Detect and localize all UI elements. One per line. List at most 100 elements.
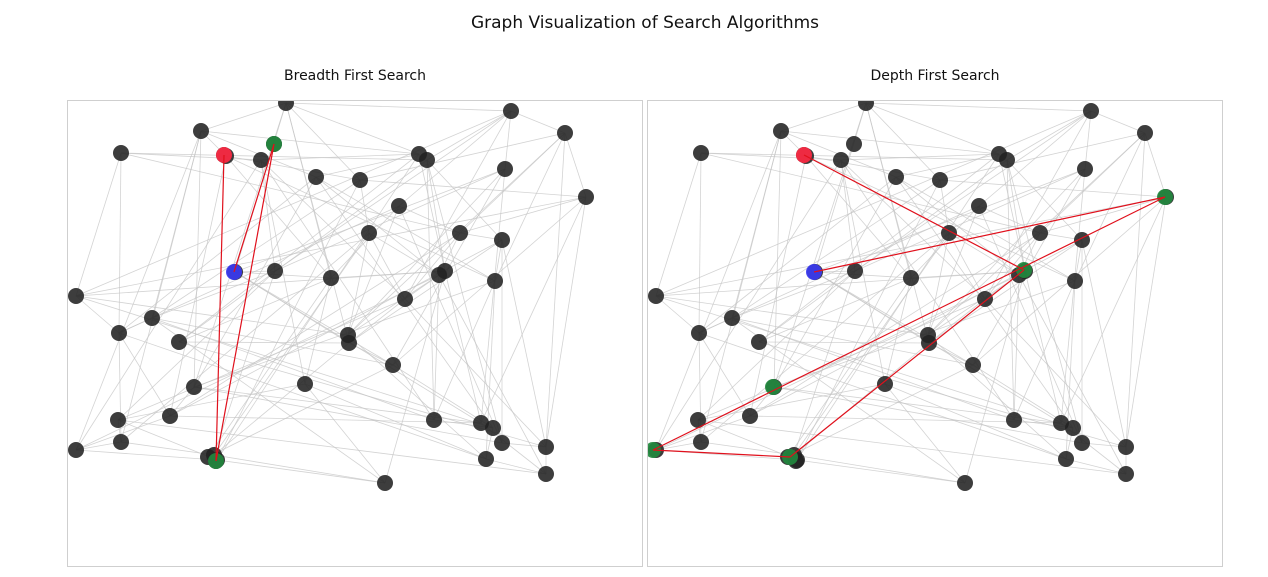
bfs-edge: [359, 132, 566, 181]
bfs-edge: [347, 232, 370, 336]
dfs-edge: [939, 179, 1167, 198]
bfs-edge: [120, 152, 461, 234]
dfs-edge: [964, 270, 1026, 484]
dfs-node: [691, 325, 707, 341]
bfs-graph-panel: [67, 100, 643, 567]
bfs-node: [377, 475, 393, 491]
dfs-edge: [655, 270, 1026, 297]
dfs-edge: [978, 205, 1083, 444]
dfs-edge: [698, 332, 1067, 460]
bfs-node: [497, 161, 513, 177]
bfs-edge: [216, 459, 386, 484]
bfs-edge: [117, 270, 276, 421]
dfs-node: [1058, 451, 1074, 467]
bfs-edge: [545, 132, 566, 448]
bfs-node: [341, 335, 357, 351]
dfs-edge: [865, 102, 1000, 155]
dfs-node: [1067, 273, 1083, 289]
bfs-edge: [418, 153, 446, 272]
bfs-edge: [75, 449, 218, 461]
dfs-edge: [939, 179, 950, 234]
bfs-edge: [285, 102, 512, 112]
bfs-edge: [75, 295, 349, 336]
bfs-edge: [359, 179, 370, 234]
bfs-node: [113, 145, 129, 161]
dfs-node: [921, 335, 937, 351]
dfs-edge: [814, 168, 1086, 273]
dfs-edge: [840, 153, 1000, 161]
bfs-edge: [151, 317, 394, 366]
dfs-edge: [700, 152, 1041, 234]
bfs-node: [171, 334, 187, 350]
dfs-node: [1083, 103, 1099, 119]
dfs-node: [977, 291, 993, 307]
bfs-edge: [459, 196, 587, 234]
bfs-node: [111, 325, 127, 341]
dfs-edge: [758, 153, 1000, 343]
dfs-edge: [655, 274, 1020, 451]
bfs-edge: [504, 110, 512, 170]
bfs-edge: [75, 152, 122, 297]
dfs-node: [903, 270, 919, 286]
bfs-node: [278, 101, 294, 111]
bfs-panel-title: Breadth First Search: [284, 68, 426, 84]
bfs-edge: [426, 159, 446, 272]
dfs-edge: [700, 441, 795, 456]
bfs-node: [538, 439, 554, 455]
dfs-edge: [884, 383, 1067, 460]
dfs-edge: [758, 341, 930, 344]
dfs-edge: [1006, 110, 1092, 161]
bfs-node: [557, 125, 573, 141]
dfs-edge: [865, 102, 941, 181]
bfs-edge: [564, 132, 587, 198]
dfs-edge: [793, 270, 856, 456]
bfs-node: [503, 103, 519, 119]
dfs-node: [751, 334, 767, 350]
bfs-node: [193, 123, 209, 139]
bfs-edge: [169, 155, 227, 417]
bfs-edge: [225, 155, 496, 282]
bfs-edge: [384, 270, 446, 484]
dfs-edge: [1006, 159, 1083, 241]
dfs-edge: [793, 454, 966, 484]
bfs-path-edge: [233, 143, 275, 273]
bfs-node: [162, 408, 178, 424]
bfs-edge: [117, 383, 306, 421]
dfs-path-edge: [789, 269, 1025, 458]
bfs-node: [144, 310, 160, 326]
bfs-edge: [213, 270, 276, 456]
bfs-edge: [117, 298, 406, 421]
dfs-edge: [780, 102, 867, 132]
bfs-node: [397, 291, 413, 307]
dfs-node: [742, 408, 758, 424]
bfs-node: [452, 225, 468, 241]
dfs-edge: [655, 295, 700, 334]
bfs-edge: [494, 132, 566, 282]
bfs-edge: [117, 419, 547, 475]
bfs-edge: [285, 102, 420, 155]
bfs-node: [68, 288, 84, 304]
bfs-edge: [285, 102, 361, 181]
dfs-node: [833, 152, 849, 168]
dfs-graph-canvas: [648, 101, 1174, 491]
bfs-node: [68, 442, 84, 458]
bfs-graph-canvas: [68, 101, 594, 491]
bfs-edge: [118, 332, 487, 460]
bfs-node: [478, 451, 494, 467]
dfs-edge: [700, 152, 1008, 161]
dfs-node: [932, 172, 948, 188]
bfs-node: [494, 435, 510, 451]
dfs-node: [773, 123, 789, 139]
dfs-edge: [984, 232, 1041, 300]
bfs-node: [426, 412, 442, 428]
dfs-edge: [749, 155, 807, 417]
dfs-edge: [1090, 110, 1146, 134]
dfs-edge: [1060, 168, 1086, 424]
bfs-edge: [120, 130, 202, 443]
dfs-edge: [698, 205, 980, 334]
dfs-node: [957, 475, 973, 491]
dfs-edge: [749, 232, 1041, 417]
dfs-node: [1053, 415, 1069, 431]
dfs-edge: [697, 419, 1127, 475]
bfs-edge: [234, 271, 482, 424]
